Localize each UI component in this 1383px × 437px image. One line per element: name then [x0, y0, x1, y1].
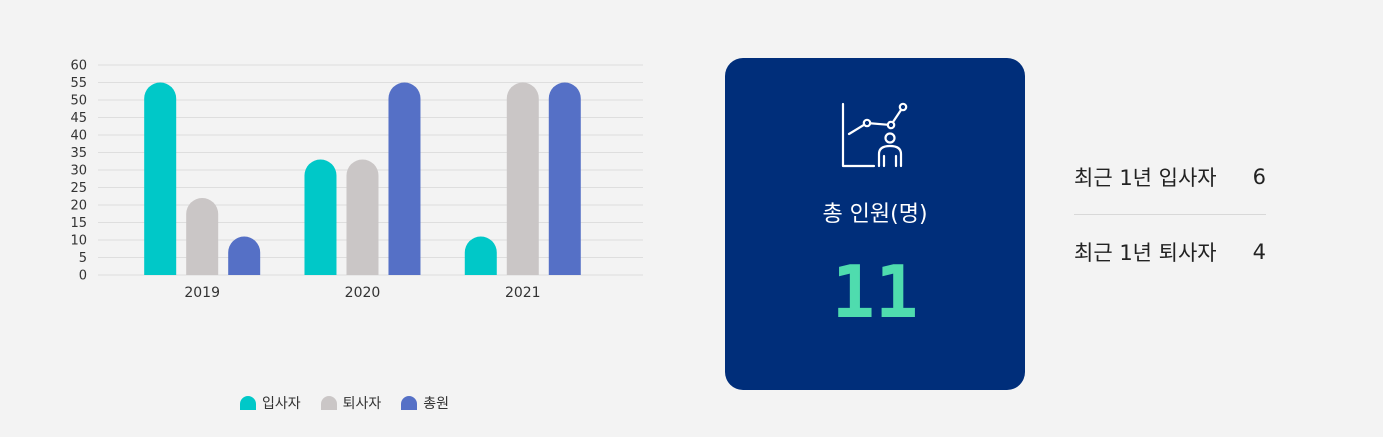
- stat-row-leavers: 최근 1년 퇴사자 4: [1074, 214, 1266, 289]
- card-value: 11: [831, 250, 919, 334]
- y-tick-label: 35: [70, 146, 87, 161]
- y-tick-label: 30: [70, 164, 87, 179]
- y-tick-label: 0: [79, 269, 87, 284]
- bar: [186, 198, 219, 275]
- stat-value-leavers: 4: [1252, 240, 1266, 264]
- stat-value-hires: 6: [1252, 165, 1266, 189]
- x-tick-label: 2019: [184, 285, 220, 301]
- y-tick-label: 20: [70, 199, 87, 214]
- bar: [346, 159, 379, 275]
- y-tick-label: 5: [79, 251, 87, 266]
- bar: [464, 236, 497, 275]
- legend-label-hires: 입사자: [262, 396, 301, 412]
- y-tick-label: 55: [70, 76, 87, 91]
- legend-label-leavers: 퇴사자: [342, 396, 382, 412]
- y-tick-label: 40: [70, 129, 87, 144]
- stat-label-leavers: 최근 1년 퇴사자: [1074, 241, 1217, 265]
- legend-item-total[interactable]: 총원: [401, 393, 449, 413]
- y-tick-label: 60: [70, 59, 87, 74]
- stat-label-hires: 최근 1년 입사자: [1074, 166, 1217, 190]
- chart-svg: 0 5 10 15 20 25 30 35 40 45 50 55 60 2019 2020 2021: [70, 59, 643, 301]
- legend-item-hires[interactable]: 입사자: [240, 393, 301, 413]
- bar: [548, 82, 581, 275]
- bar: [388, 82, 421, 275]
- legend-swatch-total: [401, 396, 418, 410]
- bar: [304, 159, 337, 275]
- legend-label-total: 총원: [423, 396, 450, 412]
- legend-swatch-leavers: [320, 396, 337, 410]
- y-tick-label: 50: [70, 94, 87, 109]
- y-tick-label: 45: [70, 111, 87, 126]
- stat-row-hires: 최근 1년 입사자 6: [1074, 140, 1266, 214]
- card-title: 총 인원(명): [822, 202, 928, 227]
- bar: [506, 82, 539, 275]
- chart-person-icon: [841, 102, 908, 168]
- bar: [228, 236, 261, 275]
- legend-item-leavers[interactable]: 퇴사자: [320, 393, 382, 413]
- y-tick-label: 15: [70, 216, 87, 231]
- y-tick-label: 25: [70, 181, 87, 196]
- total-headcount-card: [725, 58, 1025, 390]
- bar-chart: 0 5 10 15 20 25 30 35 40 45 50 55 60 2019 2020 2021 입사자…: [0, 0, 680, 437]
- recent-stats: 최근 1년 입사자 6 최근 1년 퇴사자 4: [1074, 140, 1266, 289]
- x-tick-label: 2021: [505, 285, 541, 301]
- bar: [144, 82, 177, 275]
- x-tick-label: 2020: [345, 285, 381, 301]
- chart-legend: 입사자 퇴사자 총원: [240, 393, 449, 413]
- y-tick-label: 10: [70, 234, 87, 249]
- legend-swatch-hires: [240, 396, 256, 410]
